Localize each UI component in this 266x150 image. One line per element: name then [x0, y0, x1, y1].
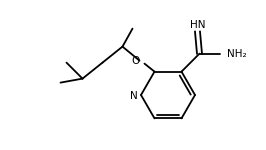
Text: HN: HN — [190, 20, 205, 30]
Text: N: N — [130, 91, 138, 101]
Text: O: O — [131, 56, 139, 66]
Text: NH₂: NH₂ — [227, 49, 246, 59]
